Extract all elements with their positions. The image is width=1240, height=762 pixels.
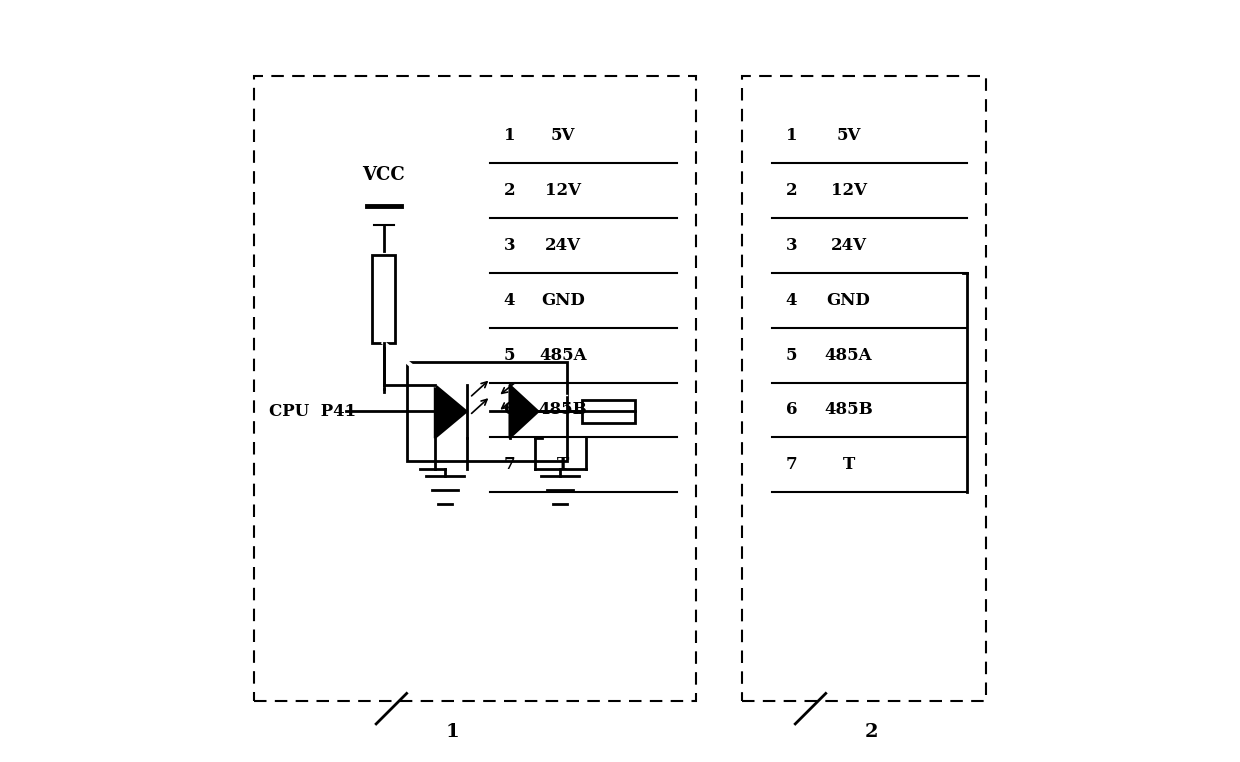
Bar xyxy=(254,76,696,701)
Text: 24V: 24V xyxy=(544,237,580,254)
Text: 1: 1 xyxy=(503,127,516,144)
Text: VCC: VCC xyxy=(362,166,405,184)
Text: 12V: 12V xyxy=(544,182,580,199)
Text: T: T xyxy=(842,456,854,473)
Text: 485B: 485B xyxy=(825,402,873,418)
Text: 3: 3 xyxy=(503,237,516,254)
Text: CPU  P41: CPU P41 xyxy=(269,403,357,420)
Text: 485A: 485A xyxy=(539,347,587,363)
Bar xyxy=(742,76,986,701)
Text: 5: 5 xyxy=(503,347,516,363)
Text: 6: 6 xyxy=(503,402,516,418)
Text: 4: 4 xyxy=(786,292,797,309)
Text: 6: 6 xyxy=(786,402,797,418)
Text: T: T xyxy=(557,456,569,473)
Bar xyxy=(582,400,635,423)
Text: 7: 7 xyxy=(786,456,797,473)
Text: 2: 2 xyxy=(786,182,797,199)
Text: 7: 7 xyxy=(503,456,516,473)
Text: GND: GND xyxy=(541,292,585,309)
Text: 3: 3 xyxy=(786,237,797,254)
Text: 485B: 485B xyxy=(538,402,588,418)
Bar xyxy=(372,255,396,343)
Text: 2: 2 xyxy=(503,182,516,199)
Polygon shape xyxy=(510,385,538,438)
Text: 5: 5 xyxy=(786,347,797,363)
Bar xyxy=(407,362,567,461)
Text: 5V: 5V xyxy=(551,127,575,144)
Text: 24V: 24V xyxy=(831,237,867,254)
Text: 485A: 485A xyxy=(825,347,873,363)
Text: 12V: 12V xyxy=(831,182,867,199)
Polygon shape xyxy=(435,385,466,438)
Text: 2: 2 xyxy=(864,722,878,741)
Text: 1: 1 xyxy=(445,722,459,741)
Text: 4: 4 xyxy=(503,292,516,309)
Text: 1: 1 xyxy=(786,127,797,144)
Text: GND: GND xyxy=(827,292,870,309)
Text: 5V: 5V xyxy=(837,127,861,144)
